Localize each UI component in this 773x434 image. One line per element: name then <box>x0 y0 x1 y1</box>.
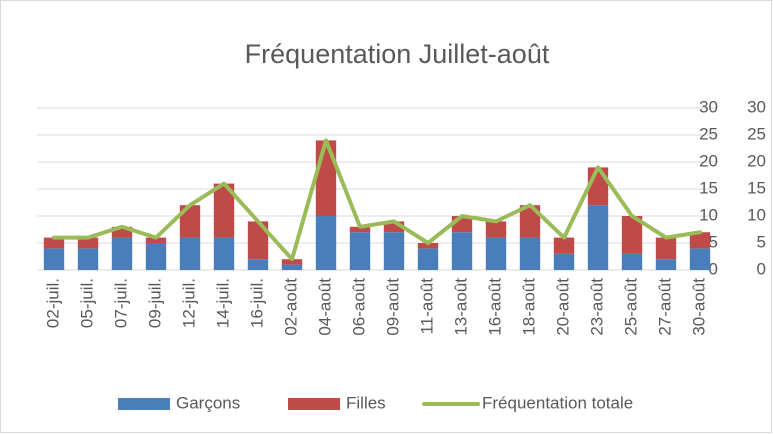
bar <box>247 221 269 260</box>
y-tick-label: 0 <box>709 259 718 278</box>
bar <box>77 237 99 249</box>
bar <box>383 232 405 270</box>
chart-title: Fréquentation Juillet-août <box>245 39 550 69</box>
bar <box>145 243 167 270</box>
x-tick-label: 20-août <box>553 278 572 336</box>
bar <box>213 237 235 270</box>
bar <box>77 248 99 270</box>
bar <box>111 237 133 270</box>
bar <box>179 205 201 238</box>
bar <box>655 259 677 270</box>
bar <box>553 237 575 254</box>
x-tick-label: 12-juil. <box>179 278 198 328</box>
bar <box>43 237 65 249</box>
bar <box>621 216 643 254</box>
legend-swatch <box>288 398 340 410</box>
bar <box>111 226 133 238</box>
x-tick-label: 04-août <box>315 278 334 336</box>
y-tick-label: 25 <box>699 124 718 143</box>
x-tick-label: 07-juil. <box>111 278 130 328</box>
y2-tick-label: 5 <box>757 232 766 251</box>
bar <box>587 205 609 270</box>
bar <box>485 221 507 238</box>
x-tick-label: 06-août <box>349 278 368 336</box>
bar <box>519 205 541 238</box>
legend-swatch <box>118 398 170 410</box>
bar <box>315 140 337 216</box>
x-tick-label: 14-juil. <box>213 278 232 328</box>
x-tick-label: 30-août <box>689 278 708 336</box>
x-tick-label: 16-juil. <box>247 278 266 328</box>
y-tick-label: 20 <box>699 151 718 170</box>
x-tick-label: 09-juil. <box>145 278 164 328</box>
y2-tick-label: 0 <box>757 259 766 278</box>
bar <box>553 253 575 270</box>
bar <box>349 226 371 233</box>
y2-tick-label: 30 <box>747 97 766 116</box>
y2-tick-label: 10 <box>747 205 766 224</box>
bar <box>145 237 167 243</box>
bar <box>689 232 711 249</box>
x-tick-label: 25-août <box>621 278 640 336</box>
x-tick-label: 02-juil. <box>43 278 62 328</box>
bar <box>383 221 405 233</box>
x-tick-label: 27-août <box>655 278 674 336</box>
x-tick-label: 11-août <box>417 278 436 335</box>
bar <box>43 248 65 270</box>
x-tick-label: 09-août <box>383 278 402 336</box>
line <box>52 138 702 262</box>
y-tick-label: 30 <box>699 97 718 116</box>
legend-label: Filles <box>346 393 386 412</box>
y2-tick-label: 20 <box>747 151 766 170</box>
x-tick-label: 16-août <box>485 278 504 336</box>
bar <box>281 259 303 265</box>
y-tick-label: 10 <box>699 205 718 224</box>
x-tick-label: 13-août <box>451 278 470 336</box>
y-tick-label: 15 <box>699 178 718 197</box>
bar <box>689 248 711 270</box>
bar <box>179 237 201 270</box>
bar <box>519 237 541 270</box>
bar <box>655 237 677 260</box>
x-tick-label: 05-juil. <box>77 278 96 328</box>
bar <box>451 232 473 270</box>
y2-tick-label: 25 <box>747 124 766 143</box>
x-tick-label: 18-août <box>519 278 538 336</box>
x-tick-label: 02-août <box>281 278 300 336</box>
x-tick-label: 23-août <box>587 278 606 336</box>
legend-label: Fréquentation totale <box>482 393 633 412</box>
bar <box>417 243 439 249</box>
bar <box>281 264 303 270</box>
y2-tick-label: 15 <box>747 178 766 197</box>
bar <box>349 232 371 270</box>
legend-label: Garçons <box>176 393 240 412</box>
bar <box>485 237 507 270</box>
bar <box>247 259 269 270</box>
bar <box>213 183 235 238</box>
bar <box>315 216 337 270</box>
bar <box>621 253 643 270</box>
bar <box>417 248 439 270</box>
y-tick-label: 5 <box>709 232 718 251</box>
